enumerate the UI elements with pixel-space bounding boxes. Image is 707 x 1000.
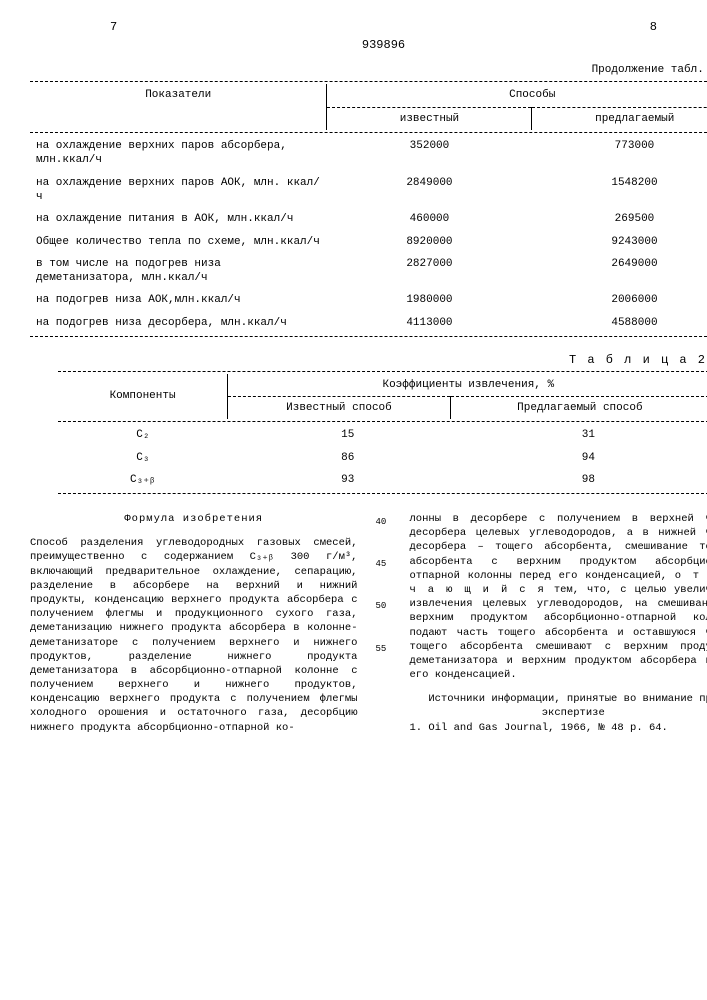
line-marker: 50 [376,600,392,612]
page-left: 7 [110,20,117,36]
t2-head-coef: Коэффициенты извлечения, % [227,374,707,397]
divider [58,493,707,494]
line-marker: 55 [376,643,392,655]
divider [30,81,707,82]
table-row: на охлаждение питания в АОК, млн.ккал/ч4… [30,208,707,230]
t2-head-comp: Компоненты [58,374,227,420]
divider [30,336,707,337]
right-column: лонны в десорбере с получением в верхней… [410,512,707,735]
right-text-c: тем, что, с целью увеличения извлечения … [410,584,707,681]
t1-head-known: известный [327,107,532,130]
table-row: на охлаждение верхних паров АОК, млн. кк… [30,172,707,209]
t2-head-proposed: Предлагаемый способ [450,396,707,419]
t1-head-indicators: Показатели [36,88,320,102]
left-column: Формула изобретения Способ разделения уг… [30,512,358,735]
table-1: Показатели Способы известный предлагаемы… [30,84,707,130]
right-text-a: лонны в десорбере с получением в верхней… [410,513,707,582]
doc-number: 939896 [30,38,707,54]
table-row: на подогрев низа АОК,млн.ккал/ч198000020… [30,289,707,311]
table-1-body: на охлаждение верхних паров абсорбера, м… [30,135,707,334]
line-marker: 45 [376,558,392,570]
t1-head-proposed: предлагаемый [532,107,707,130]
table-row: на охлаждение верхних паров абсорбера, м… [30,135,707,172]
table-row: в том числе на подогрев низа деметанизат… [30,253,707,290]
sources-header: Источники информации, принятые во вниман… [410,692,707,720]
source-item: 1. Oil and Gas Journal, 1966, № 48 р. 64… [410,721,707,735]
continuation-label: Продолжение табл. 1 [30,63,707,77]
table-row: на подогрев низа десорбера, млн.ккал/ч41… [30,312,707,334]
table-2-body: C₂1531 C₃8694 C₃₊ᵦ9398 [58,424,707,491]
divider [58,421,707,422]
body-columns: Формула изобретения Способ разделения уг… [30,512,707,735]
t1-head-methods: Способы [327,84,707,107]
page-right: 8 [650,20,657,36]
divider [30,132,707,133]
left-text: Способ разделения углеводородных газовых… [30,536,358,734]
formula-title: Формула изобретения [30,512,358,526]
table-row: C₃₊ᵦ9398 [58,469,707,491]
table-2: Компоненты Коэффициенты извлечения, % Из… [58,374,707,420]
table-row: C₃8694 [58,447,707,469]
divider [58,371,707,372]
line-marker: 40 [376,516,392,528]
table-2-title: Т а б л и ц а 2 [30,353,707,369]
table-row: Общее количество тепла по схеме, млн.кка… [30,231,707,253]
table-row: C₂1531 [58,424,707,446]
t2-head-known: Известный способ [227,396,450,419]
